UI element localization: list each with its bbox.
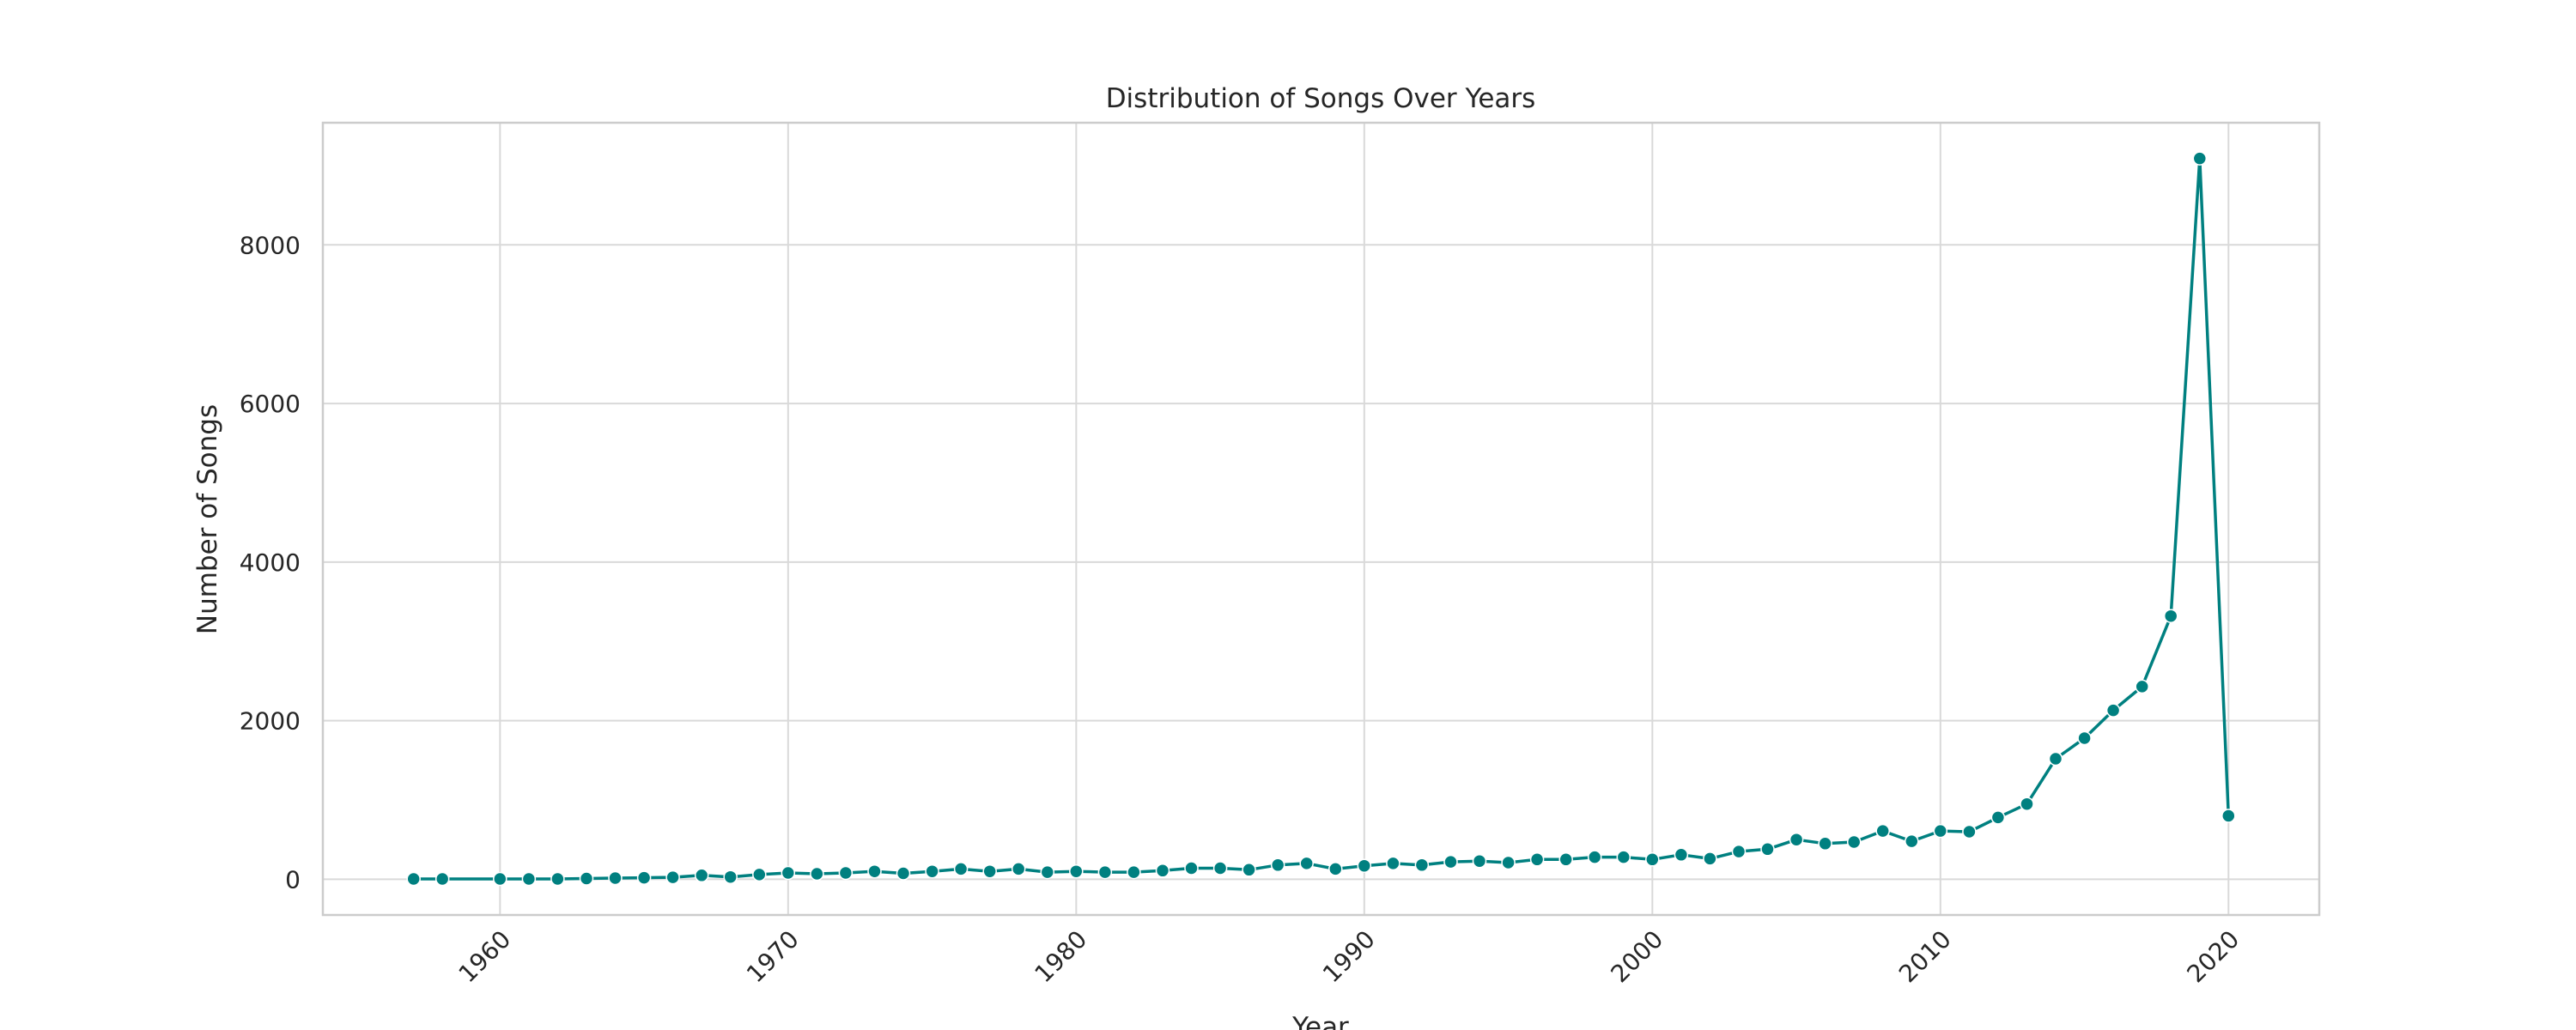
data-point bbox=[1184, 861, 1199, 876]
data-point bbox=[521, 871, 537, 887]
data-points bbox=[406, 151, 2236, 887]
data-point bbox=[493, 871, 507, 887]
x-tick-label: 2010 bbox=[1893, 925, 1957, 989]
data-point bbox=[2221, 809, 2236, 823]
data-point bbox=[1097, 864, 1113, 880]
data-point bbox=[2192, 151, 2208, 166]
data-point bbox=[608, 870, 623, 886]
data-point bbox=[406, 871, 421, 887]
data-point bbox=[2020, 797, 2034, 811]
data-point bbox=[1616, 850, 1631, 864]
x-tick-label: 1970 bbox=[741, 925, 805, 989]
data-point bbox=[896, 866, 911, 881]
data-point bbox=[1011, 862, 1026, 876]
data-point bbox=[1155, 863, 1170, 878]
data-point bbox=[665, 869, 680, 885]
x-tick-label: 1960 bbox=[453, 925, 517, 989]
data-point bbox=[1703, 851, 1717, 866]
data-point bbox=[1299, 856, 1314, 871]
data-point bbox=[810, 866, 824, 882]
data-point bbox=[2077, 730, 2092, 746]
data-point bbox=[1127, 864, 1141, 880]
x-tick-label: 1990 bbox=[1317, 925, 1381, 989]
data-point bbox=[1501, 855, 1516, 870]
y-tick-labels: 0 2000 4000 6000 8000 bbox=[240, 231, 301, 894]
data-point bbox=[838, 865, 854, 881]
data-point bbox=[1443, 854, 1458, 869]
data-point bbox=[867, 863, 882, 879]
data-point bbox=[2135, 679, 2149, 694]
data-point bbox=[1789, 832, 1804, 847]
data-point bbox=[1040, 864, 1055, 880]
y-tick-label: 4000 bbox=[240, 548, 301, 577]
data-point bbox=[953, 862, 969, 876]
data-point bbox=[2105, 703, 2121, 718]
x-axis-label: Year bbox=[1291, 1012, 1349, 1030]
data-point bbox=[1875, 823, 1890, 839]
data-point bbox=[1472, 853, 1487, 869]
x-tick-label: 2020 bbox=[2182, 925, 2245, 989]
x-tick-label: 2000 bbox=[1606, 925, 1669, 989]
x-tick-label: 1980 bbox=[1030, 925, 1093, 989]
grid-lines bbox=[323, 123, 2319, 915]
data-point bbox=[925, 863, 939, 879]
y-axis-label: Number of Songs bbox=[192, 404, 223, 634]
data-point bbox=[1818, 836, 1832, 851]
series-line-layer bbox=[413, 156, 2231, 881]
y-tick-label: 6000 bbox=[240, 390, 301, 418]
data-point bbox=[1386, 856, 1400, 871]
chart-title: Distribution of Songs Over Years bbox=[1106, 83, 1536, 114]
data-point bbox=[1962, 824, 1977, 839]
data-point bbox=[1905, 833, 1919, 849]
data-point bbox=[434, 871, 450, 887]
data-point bbox=[1529, 852, 1545, 867]
y-tick-label: 2000 bbox=[240, 707, 301, 736]
y-tick-label: 8000 bbox=[240, 231, 301, 259]
data-point bbox=[752, 867, 767, 882]
data-point bbox=[1242, 863, 1256, 877]
x-tick-labels: 1960 1970 1980 1990 2000 2010 2020 bbox=[453, 925, 2245, 989]
data-point bbox=[1328, 862, 1343, 876]
data-point bbox=[1731, 844, 1747, 859]
data-point bbox=[982, 863, 997, 879]
data-point bbox=[1357, 858, 1372, 873]
data-point bbox=[1212, 861, 1228, 876]
data-point bbox=[1587, 850, 1602, 864]
data-point bbox=[1069, 863, 1084, 879]
plot-frame bbox=[321, 121, 2321, 917]
data-point bbox=[781, 865, 796, 881]
data-point bbox=[579, 871, 594, 886]
data-point bbox=[1674, 847, 1689, 863]
data-point bbox=[723, 869, 738, 884]
data-point bbox=[550, 871, 565, 887]
data-point bbox=[2048, 751, 2063, 766]
data-point bbox=[1933, 823, 1948, 839]
data-point bbox=[1760, 842, 1775, 857]
data-point bbox=[2163, 609, 2178, 623]
data-point bbox=[1558, 852, 1573, 867]
data-point bbox=[694, 868, 709, 883]
data-point bbox=[1414, 857, 1430, 873]
data-point bbox=[1645, 852, 1660, 867]
data-point bbox=[636, 870, 652, 885]
series-line bbox=[413, 156, 2231, 881]
y-tick-label: 0 bbox=[285, 865, 301, 894]
data-point bbox=[1990, 810, 2006, 825]
data-point bbox=[1270, 857, 1285, 873]
data-point bbox=[1846, 834, 1862, 850]
